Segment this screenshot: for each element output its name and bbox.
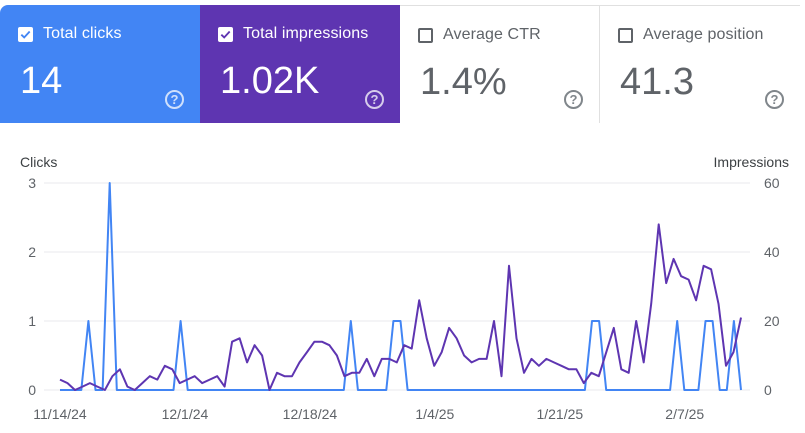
checkbox-checked-icon[interactable] [18,26,33,42]
metric-cards: Total clicks 14 ? Total impressions 1.02… [0,0,805,123]
help-icon[interactable]: ? [564,90,583,109]
left-axis-tick: 2 [28,244,36,260]
left-axis-tick: 3 [28,175,36,191]
x-axis-tick: 12/18/24 [283,406,338,422]
left-axis-tick: 1 [28,313,36,329]
checkbox-checked-icon[interactable] [218,26,233,42]
clicks-series-line [60,182,742,391]
metric-card-header: Average position [618,26,764,44]
help-icon[interactable]: ? [765,90,784,109]
x-axis-tick: 11/14/24 [33,406,87,422]
metric-label: Average CTR [443,26,541,43]
right-axis-title: Impressions [713,154,789,170]
metric-card-average-ctr[interactable]: Average CTR 1.4% ? [400,5,600,123]
metric-value: 41.3 [620,61,694,103]
metric-label: Average position [643,26,764,43]
metric-card-header: Average CTR [418,26,541,44]
x-axis-tick: 12/1/24 [162,406,209,422]
right-axis-tick: 60 [764,175,780,191]
performance-chart[interactable]: 0 0 1 20 2 40 3 60 11/14/24 12/1/24 12/18/24 1/4/25… [0,123,805,433]
impressions-series-line [59,223,742,391]
checkbox-unchecked-icon[interactable] [618,27,633,43]
metric-label: Total impressions [243,25,369,42]
metric-card-header: Total impressions [218,25,368,43]
metric-value: 1.02K [220,60,320,102]
left-axis-title: Clicks [20,154,58,170]
x-axis-tick: 1/21/25 [536,406,583,422]
metric-value: 1.4% [420,61,507,103]
x-axis-tick: 1/4/25 [415,406,454,422]
metric-card-average-position[interactable]: Average position 41.3 ? [600,5,800,123]
help-icon[interactable]: ? [165,90,184,109]
help-icon[interactable]: ? [365,90,384,109]
metric-value: 14 [20,60,63,102]
right-axis-tick: 40 [764,244,780,260]
left-axis-tick: 0 [28,382,36,398]
right-axis-tick: 0 [764,382,772,398]
right-axis-tick: 20 [764,313,780,329]
metric-card-total-impressions[interactable]: Total impressions 1.02K ? [200,5,400,123]
checkbox-unchecked-icon[interactable] [418,27,433,43]
metric-card-total-clicks[interactable]: Total clicks 14 ? [0,5,200,123]
metric-label: Total clicks [43,25,122,42]
metric-card-header: Total clicks [18,25,122,43]
x-axis-tick: 2/7/25 [665,406,704,422]
